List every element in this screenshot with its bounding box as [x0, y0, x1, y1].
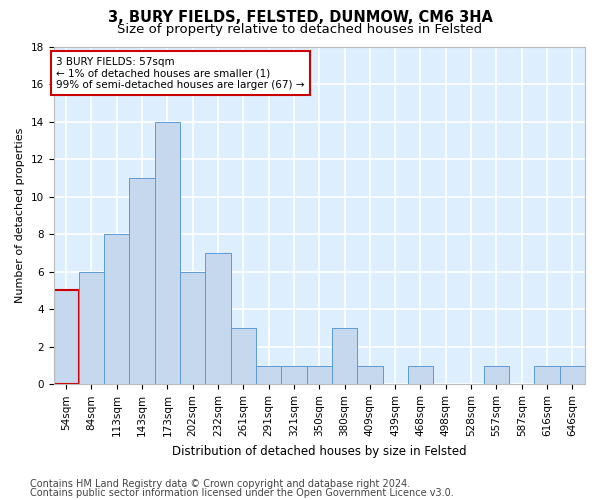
Bar	[155, 122, 180, 384]
Text: Size of property relative to detached houses in Felsted: Size of property relative to detached ho…	[118, 22, 482, 36]
Bar	[53, 290, 79, 384]
Bar	[104, 234, 130, 384]
X-axis label: Distribution of detached houses by size in Felsted: Distribution of detached houses by size …	[172, 444, 467, 458]
Bar	[256, 366, 281, 384]
Bar	[332, 328, 357, 384]
Bar	[560, 366, 585, 384]
Bar	[307, 366, 332, 384]
Y-axis label: Number of detached properties: Number of detached properties	[15, 128, 25, 303]
Bar	[79, 272, 104, 384]
Bar	[205, 253, 230, 384]
Bar	[484, 366, 509, 384]
Bar	[130, 178, 155, 384]
Bar	[357, 366, 383, 384]
Text: 3 BURY FIELDS: 57sqm
← 1% of detached houses are smaller (1)
99% of semi-detache: 3 BURY FIELDS: 57sqm ← 1% of detached ho…	[56, 56, 305, 90]
Bar	[230, 328, 256, 384]
Text: Contains HM Land Registry data © Crown copyright and database right 2024.: Contains HM Land Registry data © Crown c…	[30, 479, 410, 489]
Bar	[281, 366, 307, 384]
Bar	[535, 366, 560, 384]
Bar	[408, 366, 433, 384]
Bar	[180, 272, 205, 384]
Text: 3, BURY FIELDS, FELSTED, DUNMOW, CM6 3HA: 3, BURY FIELDS, FELSTED, DUNMOW, CM6 3HA	[107, 10, 493, 25]
Text: Contains public sector information licensed under the Open Government Licence v3: Contains public sector information licen…	[30, 488, 454, 498]
